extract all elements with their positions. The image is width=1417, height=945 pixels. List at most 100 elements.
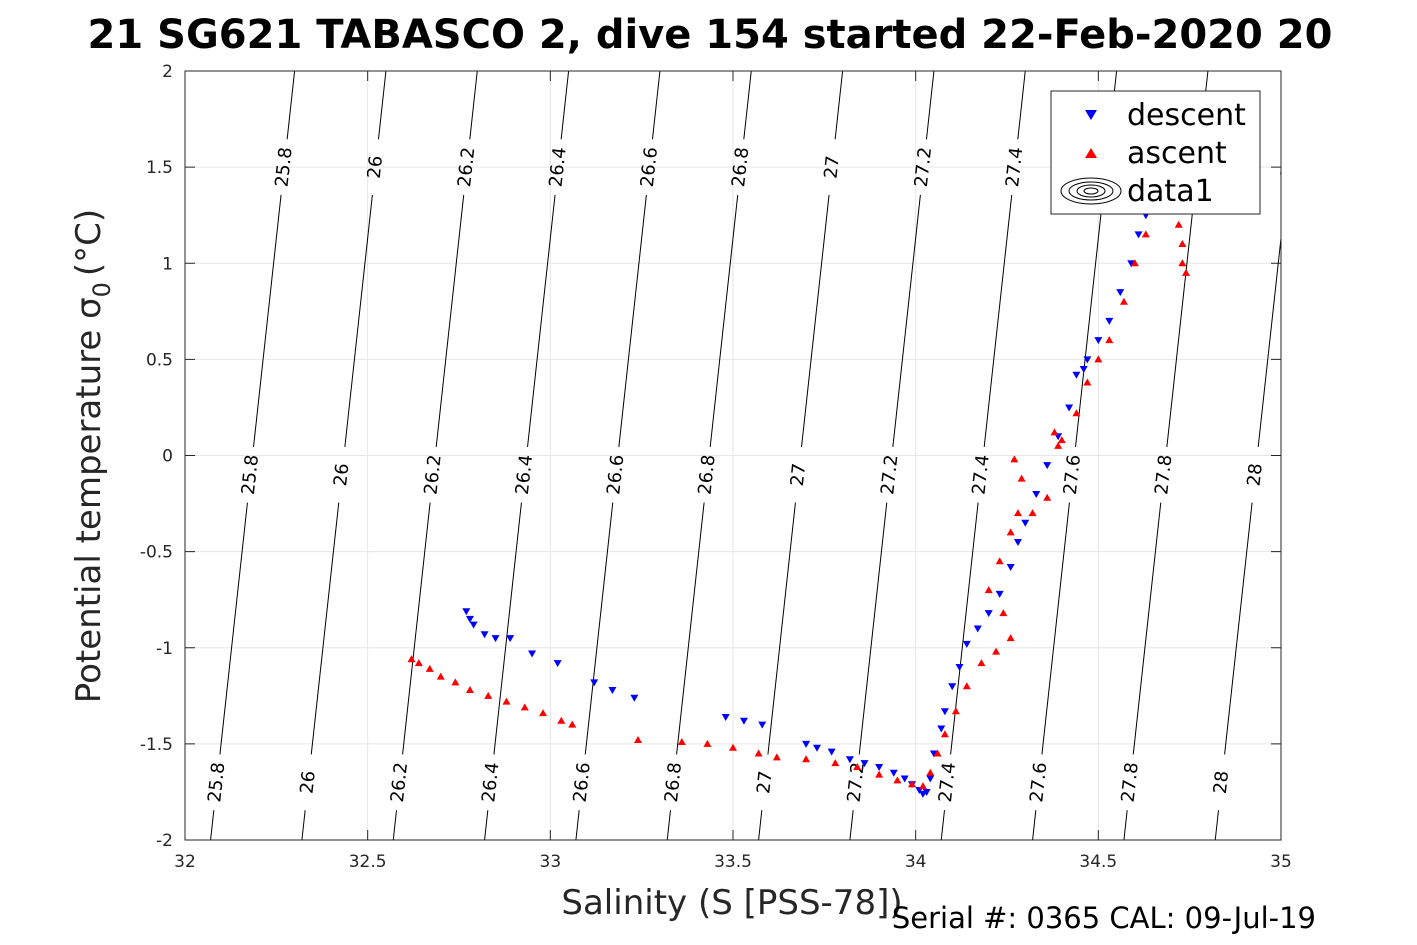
descent-point bbox=[955, 663, 964, 671]
descent-point bbox=[937, 725, 946, 733]
ascent-point bbox=[1006, 634, 1015, 642]
density-contour-line bbox=[1132, 502, 1162, 755]
ascent-point bbox=[520, 703, 529, 711]
y-tick-label: -1 bbox=[156, 639, 173, 659]
density-contour-line bbox=[709, 194, 739, 447]
density-contour-line bbox=[344, 194, 373, 447]
ascent-point bbox=[1141, 230, 1150, 238]
ascent-point bbox=[451, 678, 460, 686]
legend-ascent-label: ascent bbox=[1127, 136, 1227, 171]
density-contour-label: 26 bbox=[297, 770, 320, 795]
density-contour-label: 26.6 bbox=[570, 761, 595, 803]
ascent-point bbox=[951, 707, 960, 715]
density-contour-label: 26.8 bbox=[695, 454, 720, 496]
descent-point bbox=[845, 756, 854, 764]
descent-point bbox=[1013, 539, 1022, 547]
ascent-point bbox=[1006, 528, 1015, 536]
descent-point bbox=[1072, 371, 1081, 379]
density-contour-line bbox=[584, 502, 614, 755]
x-tick-label: 33 bbox=[540, 852, 562, 872]
ascent-point bbox=[933, 749, 942, 757]
descent-point bbox=[758, 721, 767, 729]
ascent-point bbox=[1083, 378, 1092, 386]
ascent-point bbox=[1072, 409, 1081, 417]
density-contour-label: 26.4 bbox=[545, 146, 570, 188]
density-contour-line bbox=[253, 194, 282, 447]
y-tick-label: -1.5 bbox=[140, 735, 173, 755]
series-ascent bbox=[407, 201, 1191, 790]
density-contour-line bbox=[940, 810, 945, 840]
density-contour-line bbox=[1123, 810, 1128, 840]
descent-point bbox=[827, 748, 836, 756]
ascent-point bbox=[926, 768, 935, 776]
ascent-point bbox=[754, 749, 763, 757]
chart-title: 21 SG621 TABASCO 2, dive 154 started 22-… bbox=[88, 12, 1333, 58]
density-contour-label: 26.2 bbox=[387, 761, 412, 803]
descent-point bbox=[1134, 231, 1143, 239]
density-contour-label: 26.2 bbox=[454, 146, 479, 188]
density-contour-label: 25.8 bbox=[204, 761, 229, 803]
density-contour-label: 26.2 bbox=[421, 454, 446, 496]
ascent-point bbox=[465, 686, 474, 694]
density-contour-label: 27.2 bbox=[877, 454, 902, 496]
density-contour-line bbox=[560, 71, 570, 140]
ascent-point bbox=[1119, 297, 1128, 305]
descent-point bbox=[491, 635, 500, 643]
ascent-point bbox=[729, 743, 737, 751]
density-contour-label: 27.2 bbox=[911, 146, 936, 188]
density-contour-line bbox=[310, 502, 340, 755]
descent-point bbox=[948, 683, 957, 691]
descent-point bbox=[995, 590, 1004, 598]
density-contour-line bbox=[925, 71, 935, 140]
ascent-point bbox=[1094, 355, 1103, 363]
x-axis-label: Salinity (S [PSS-78]) bbox=[561, 883, 902, 923]
descent-point bbox=[922, 788, 931, 796]
x-tick-label: 32 bbox=[174, 852, 196, 872]
ascent-point bbox=[995, 557, 1004, 565]
density-contour-line bbox=[377, 71, 387, 140]
descent-point bbox=[1006, 564, 1015, 572]
density-contour-line bbox=[575, 810, 580, 840]
y-axis-label-main: Potential temperature σ bbox=[69, 297, 109, 703]
density-contour-label: 26.8 bbox=[728, 146, 753, 188]
x-tick-label: 33.5 bbox=[714, 852, 752, 872]
ascent-point bbox=[893, 776, 902, 784]
y-axis-label: Potential temperature σ0 (°C) bbox=[69, 209, 116, 703]
legend-data1-label: data1 bbox=[1127, 174, 1214, 209]
ascent-point bbox=[977, 659, 986, 667]
density-contour-line bbox=[469, 71, 478, 140]
density-contour-label: 28 bbox=[1243, 462, 1266, 487]
descent-point bbox=[480, 631, 489, 639]
descent-point bbox=[1083, 356, 1092, 364]
ascent-point bbox=[407, 655, 416, 663]
ascent-point bbox=[999, 609, 1008, 617]
y-tick-label: -0.5 bbox=[140, 543, 173, 563]
ascent-point bbox=[1054, 441, 1063, 449]
density-contour-line bbox=[435, 194, 465, 447]
density-contour-line bbox=[892, 194, 921, 447]
density-contour-line bbox=[1017, 71, 1026, 140]
serial-cal-footer: Serial #: 0365 CAL: 09-Jul-19 bbox=[892, 901, 1316, 935]
density-contour-line bbox=[618, 194, 647, 447]
descent-point bbox=[889, 769, 898, 777]
x-tick-label: 32.5 bbox=[349, 852, 387, 872]
ascent-point bbox=[772, 753, 781, 761]
descent-point bbox=[813, 744, 822, 752]
ascent-point bbox=[1013, 509, 1022, 517]
ascent-point bbox=[1174, 220, 1183, 228]
axis-ticks: 32 32.5 33 33.5 34 34.5 35 -2 -1.5 -1 -0.5 0 0.5 1 1.5… bbox=[140, 62, 1292, 872]
descent-point bbox=[1032, 490, 1041, 498]
density-contour-line bbox=[1075, 194, 1104, 447]
ascent-point bbox=[677, 737, 686, 745]
density-contour-line bbox=[1224, 502, 1253, 755]
ascent-point bbox=[940, 730, 949, 738]
descent-point bbox=[929, 750, 938, 758]
density-contour-line bbox=[493, 502, 522, 755]
ascent-point bbox=[634, 736, 643, 744]
density-contour-label: 27.4 bbox=[969, 454, 994, 496]
ascent-point bbox=[1178, 259, 1187, 267]
density-contour-line bbox=[767, 502, 796, 755]
density-contour-line bbox=[743, 71, 752, 140]
ascent-point bbox=[875, 770, 884, 778]
legend-descent-label: descent bbox=[1127, 98, 1246, 133]
